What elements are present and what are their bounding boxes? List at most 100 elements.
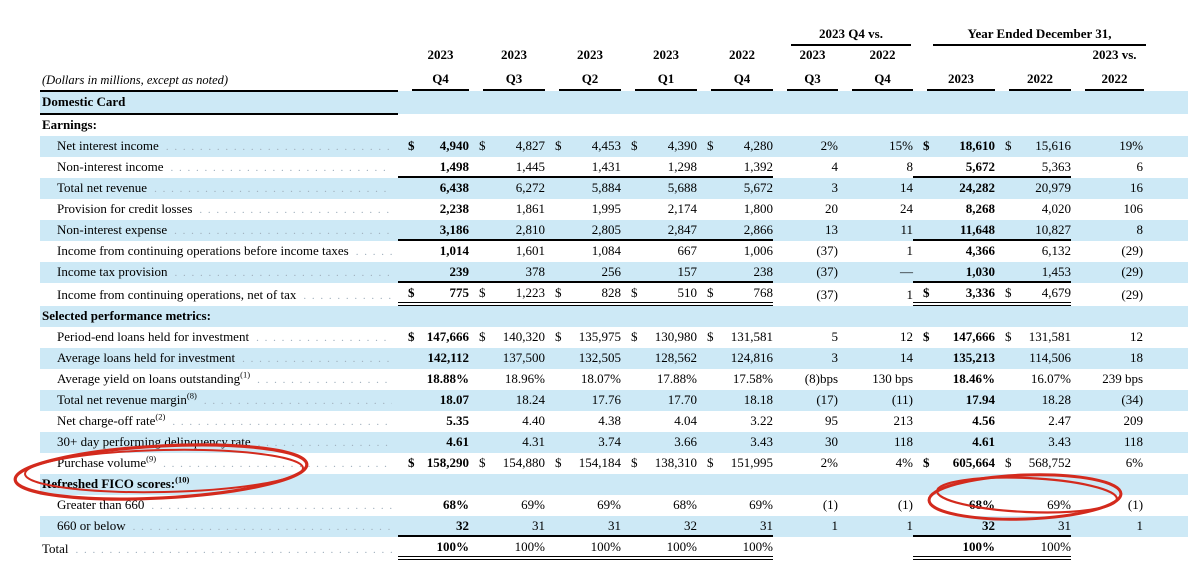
table-cell: 4.56	[972, 413, 996, 428]
table-cell: $151,995	[697, 453, 773, 474]
cell-value: 768	[753, 285, 774, 300]
table-cell: 1,601	[515, 243, 545, 258]
table-cell: 5,884	[591, 180, 621, 195]
table-cell: $4,390	[621, 136, 697, 157]
dot-leader	[154, 180, 392, 193]
table-cell: (1)	[822, 497, 838, 512]
dot-leader	[199, 201, 392, 214]
table-cell: 238	[697, 262, 773, 283]
dollar-sign: $	[923, 138, 930, 153]
cell-value: 605,664	[952, 455, 996, 470]
table-row: Non-interest income 1,4981,4451,4311,2981…	[40, 157, 1189, 178]
dollar-sign: $	[479, 138, 486, 153]
cell-value: 147,666	[952, 329, 996, 344]
row-label: Net charge-off rate(2)	[57, 411, 166, 428]
table-cell: 24	[900, 201, 914, 216]
header-period: Q3	[483, 71, 545, 91]
header-cell	[995, 46, 1071, 65]
row-label-cell: 660 or below	[40, 516, 398, 537]
table-cell: $140,320	[469, 327, 545, 348]
row-label: Selected performance metrics:	[42, 308, 211, 323]
row-label-cell: Refreshed FICO scores:(10)	[40, 474, 398, 495]
table-row: Average loans held for investment 142,112…	[40, 348, 1189, 369]
table-row: Period-end loans held for investment $147…	[40, 327, 1189, 348]
cell-value: 131,581	[730, 329, 773, 344]
cell-value: 154,880	[502, 455, 545, 470]
table-cell: 2%	[820, 138, 838, 153]
table-cell: 239	[398, 262, 469, 283]
dollar-sign: $	[479, 455, 486, 470]
table-cell: 128,562	[654, 350, 697, 365]
header-year: 2022	[869, 47, 896, 62]
table-cell: 378	[469, 262, 545, 283]
table-cell: 8	[1136, 222, 1144, 237]
dot-leader	[76, 541, 392, 554]
table-cell: $1,223	[469, 283, 545, 306]
table-cell: 1,030	[913, 262, 996, 283]
table-cell: 20,979	[1035, 180, 1072, 195]
cell-value: 4,280	[743, 138, 773, 153]
table-cell: 2,174	[667, 201, 697, 216]
dollar-sign: $	[631, 285, 638, 300]
table-cell: 157	[621, 262, 697, 283]
table-cell: 15%	[889, 138, 914, 153]
table-row: Average yield on loans outstanding(1) 18.…	[40, 369, 1189, 390]
table-cell: 3.43	[750, 434, 773, 449]
table-cell: 14	[900, 180, 914, 195]
row-label: 30+ day performing delinquency rate	[57, 434, 251, 449]
dollar-sign: $	[408, 329, 415, 344]
table-cell: 17.76	[591, 392, 621, 407]
footnote-marker: (2)	[155, 411, 166, 422]
header-group-year-ended-label: Year Ended December 31,	[933, 26, 1147, 46]
table-row: Earnings:	[40, 114, 1189, 136]
row-label-cell: Average yield on loans outstanding(1)	[40, 369, 398, 390]
dot-leader	[151, 497, 392, 510]
table-cell: $3,336	[913, 283, 996, 306]
table-cell: 31	[995, 516, 1072, 537]
header-year: 2023	[799, 47, 826, 62]
cell-value: 4,390	[667, 138, 697, 153]
header-cell: 2023	[469, 46, 545, 65]
row-label-cell: 30+ day performing delinquency rate	[40, 432, 398, 453]
table-cell: 69%	[521, 497, 545, 512]
table-row: Refreshed FICO scores:(10)	[40, 474, 1189, 495]
table-cell: 68%	[673, 497, 697, 512]
table-cell: $768	[697, 283, 773, 306]
table-cell: 12	[900, 329, 914, 344]
header-cell: 2023	[398, 46, 469, 65]
dollar-sign: $	[631, 329, 638, 344]
table-cell: 256	[545, 262, 621, 283]
table-cell: 3.43	[1048, 434, 1072, 449]
table-cell: 3,186	[398, 220, 469, 241]
header-spacer	[40, 24, 773, 46]
table-cell: 5,672	[913, 157, 996, 178]
cell-value: 18,610	[959, 138, 996, 153]
table-cell: $158,290	[398, 453, 469, 474]
cell-value: 775	[449, 285, 470, 300]
header-cell: Q2	[545, 65, 621, 91]
table-row: Domestic Card	[40, 91, 1189, 115]
header-group-q4-vs: 2023 Q4 vs.	[773, 24, 913, 46]
table-cell: $138,310	[621, 453, 697, 474]
table-cell: 13	[825, 222, 838, 237]
table-cell: 11,648	[913, 220, 996, 241]
row-label-cell: Income from continuing operations, net o…	[40, 283, 398, 306]
table-cell: $147,666	[398, 327, 469, 348]
table-row: Net charge-off rate(2) 5.35 4.40 4.38 4.04 3.…	[40, 411, 1189, 432]
row-label-cell: Net interest income	[40, 136, 398, 157]
table-cell: 100%	[995, 537, 1072, 560]
table-row: Selected performance metrics:	[40, 306, 1189, 327]
row-label: Provision for credit losses	[57, 201, 193, 216]
table-cell: 1	[1136, 518, 1144, 533]
table-cell: 8,268	[965, 201, 996, 216]
table-cell: (8)bps	[804, 371, 838, 386]
dollar-sign: $	[923, 329, 930, 344]
cell-value: 4,679	[1041, 285, 1072, 300]
header-period: Q4	[852, 71, 914, 91]
table-cell: (37)	[816, 287, 838, 302]
table-cell: 17.88%	[656, 371, 697, 386]
table-cell: 239 bps	[1102, 371, 1144, 386]
dollar-sign: $	[479, 285, 486, 300]
cell-value: 4,453	[591, 138, 621, 153]
footnote-marker: (10)	[175, 474, 190, 485]
